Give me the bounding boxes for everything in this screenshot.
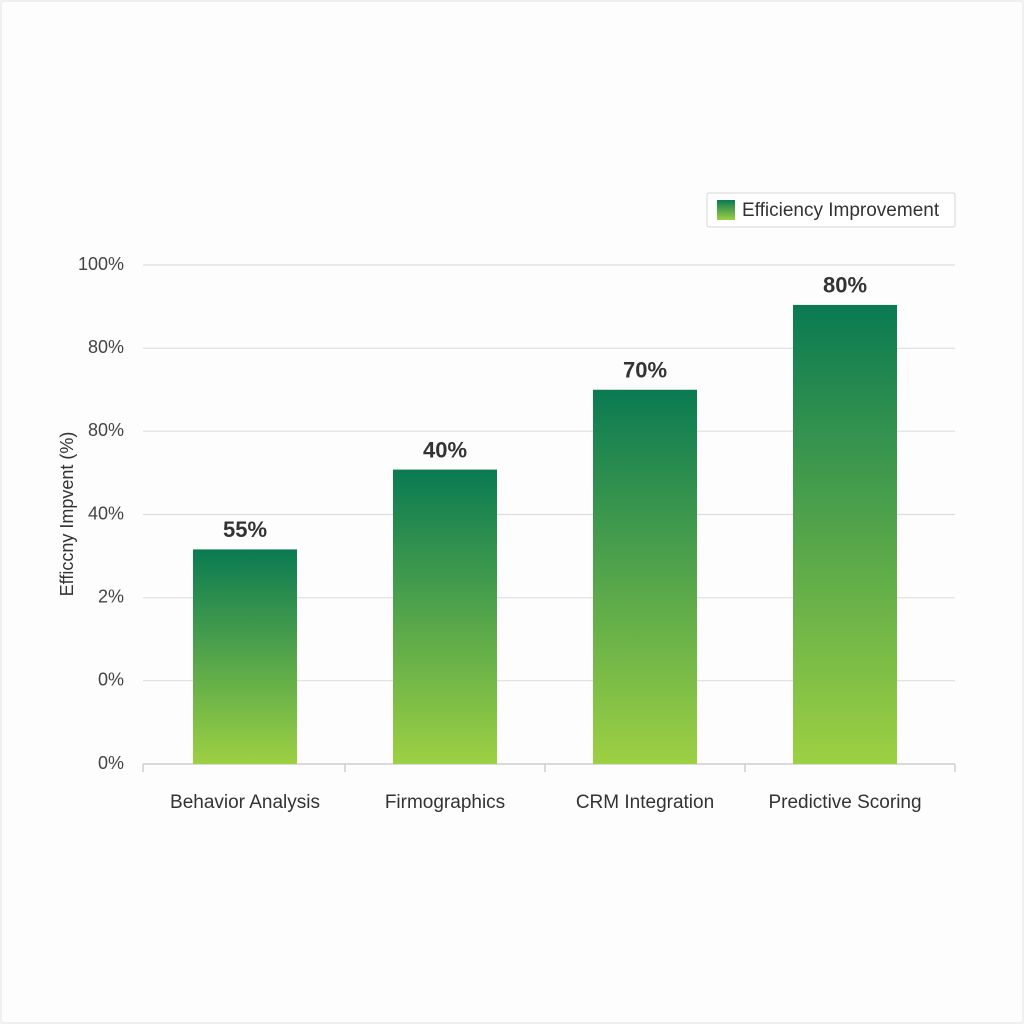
bar-annotation: 80%: [823, 273, 867, 298]
y-tick-label: 100%: [78, 254, 124, 274]
y-tick-label: 80%: [88, 420, 124, 440]
legend: Efficiency Improvement: [706, 192, 956, 228]
bar-annotation: 55%: [223, 517, 267, 542]
bar: [393, 469, 497, 764]
legend-label: Efficiency Improvement: [742, 200, 940, 221]
bar-annotation: 70%: [623, 358, 667, 383]
y-tick-label: 0%: [98, 669, 124, 689]
y-axis-title: Efficcny Impvent (%): [57, 432, 77, 597]
y-tick-label: 40%: [88, 503, 124, 523]
y-tick-label: 0%: [98, 753, 124, 773]
x-tick-label: Firmographics: [385, 792, 505, 813]
x-tick-label: CRM Integration: [576, 792, 714, 813]
x-tick-label: Behavior Analysis: [170, 792, 320, 813]
bar: [793, 304, 897, 764]
legend-box: [706, 192, 956, 228]
bar: [193, 549, 297, 764]
y-tick-label: 2%: [98, 587, 124, 607]
bar-annotation: 40%: [423, 437, 467, 462]
bar: [593, 389, 697, 764]
x-tick-label: Predictive Scoring: [768, 792, 921, 813]
y-tick-label: 80%: [88, 337, 124, 357]
legend-swatch: [717, 200, 735, 220]
